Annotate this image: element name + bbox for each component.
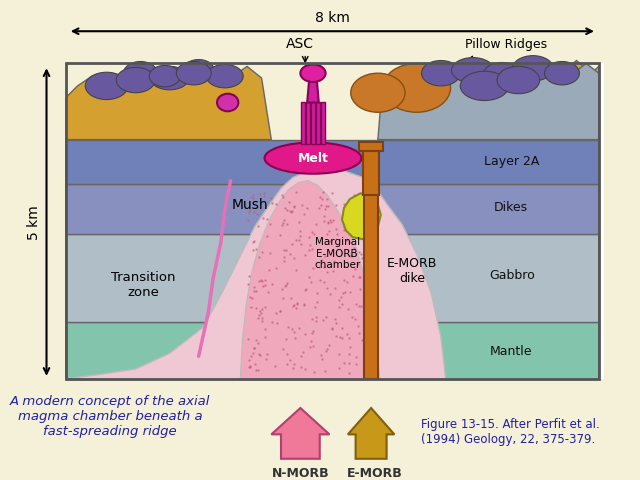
Text: Layer 2A: Layer 2A [484,155,540,168]
Polygon shape [66,66,271,379]
Ellipse shape [116,67,155,93]
Text: E-MORB: E-MORB [347,467,403,480]
Text: 5 km: 5 km [27,205,41,240]
Polygon shape [342,193,381,239]
Ellipse shape [183,60,214,81]
Polygon shape [348,408,394,459]
Polygon shape [364,142,378,379]
Polygon shape [66,322,599,379]
Polygon shape [311,103,315,144]
Ellipse shape [85,72,128,99]
Ellipse shape [460,71,509,100]
Polygon shape [271,408,330,459]
Bar [66,63,599,379]
Ellipse shape [264,143,362,174]
Text: N-MORB: N-MORB [271,467,329,480]
Text: Transition
zone: Transition zone [111,271,175,299]
Ellipse shape [149,65,180,87]
Polygon shape [364,151,379,195]
Ellipse shape [452,58,494,83]
Text: Gabbro: Gabbro [490,269,535,282]
Text: ASC: ASC [286,37,314,51]
Polygon shape [378,60,599,379]
Polygon shape [240,180,380,379]
Text: Pillow Ridges: Pillow Ridges [465,38,547,51]
Polygon shape [306,103,310,144]
Polygon shape [321,103,324,144]
Ellipse shape [177,61,211,85]
Ellipse shape [513,56,553,81]
Text: E-MORB
dike: E-MORB dike [387,257,437,286]
Polygon shape [316,103,320,144]
Ellipse shape [545,61,579,85]
Ellipse shape [483,62,520,86]
Ellipse shape [422,60,460,86]
Polygon shape [599,63,604,379]
Ellipse shape [351,73,405,112]
Text: 8 km: 8 km [315,12,350,25]
Polygon shape [301,103,305,144]
Ellipse shape [206,64,243,88]
Polygon shape [307,80,319,103]
Ellipse shape [383,63,451,112]
Ellipse shape [300,64,326,82]
Text: Mantle: Mantle [490,345,532,358]
Text: Melt: Melt [298,152,328,165]
Text: A modern concept of the axial
magma chamber beneath a
fast-spreading ridge: A modern concept of the axial magma cham… [10,396,210,438]
Polygon shape [66,183,599,234]
Polygon shape [66,140,599,183]
Text: Figure 13-15. After Perfit et al.
(1994) Geology, 22, 375-379.: Figure 13-15. After Perfit et al. (1994)… [422,418,600,446]
Text: Marginal
E-MORB
chamber: Marginal E-MORB chamber [314,237,360,270]
Ellipse shape [497,66,540,94]
Polygon shape [378,63,599,140]
Polygon shape [66,234,599,322]
Ellipse shape [150,66,189,90]
Ellipse shape [217,94,238,111]
Ellipse shape [123,61,158,87]
Text: Dikes: Dikes [494,202,528,215]
Polygon shape [66,169,445,379]
Polygon shape [360,142,383,151]
Text: Mush: Mush [232,198,268,212]
